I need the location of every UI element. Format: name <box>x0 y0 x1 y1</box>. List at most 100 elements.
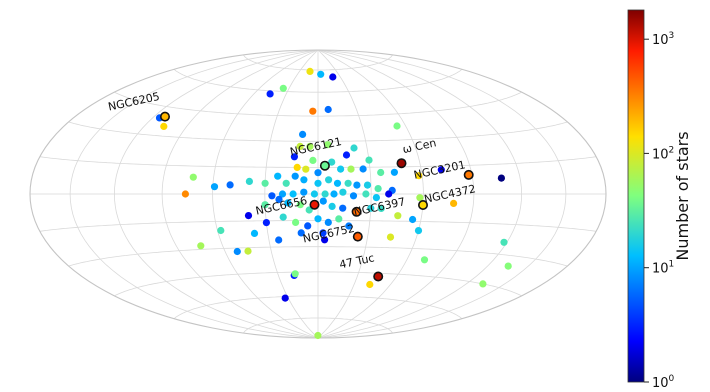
cluster-point <box>302 165 310 173</box>
cluster-point <box>329 73 337 81</box>
colorbar-gradient <box>627 9 645 383</box>
cluster-point <box>289 190 297 198</box>
parallel-line <box>68 121 568 142</box>
named-cluster-marker <box>160 111 171 122</box>
cluster-point <box>414 227 423 235</box>
cluster-point <box>321 190 329 198</box>
cluster-point <box>362 190 370 198</box>
cluster-point <box>344 179 352 187</box>
cluster-point <box>377 168 385 177</box>
cluster-point <box>363 181 372 189</box>
named-cluster-marker <box>352 231 363 242</box>
cluster-point <box>244 212 253 220</box>
colorbar-tick-label: 100 <box>652 374 675 391</box>
cluster-point <box>284 199 292 207</box>
cluster-point <box>309 156 317 164</box>
cluster-point <box>479 280 487 288</box>
cluster-point <box>325 176 333 184</box>
cluster-point <box>324 105 332 114</box>
colorbar-ticks: 100 101 102 103 <box>644 31 675 391</box>
cluster-point <box>274 172 282 180</box>
named-cluster-marker <box>373 271 384 282</box>
cluster-point <box>342 151 351 159</box>
cluster-point <box>339 204 347 212</box>
cluster-point <box>314 331 322 340</box>
cluster-point <box>497 174 505 182</box>
cluster-point <box>324 218 332 226</box>
cluster-point <box>349 192 358 200</box>
cluster-point <box>409 215 417 224</box>
cluster-point <box>250 229 259 237</box>
named-cluster-marker <box>319 160 330 171</box>
cluster-point <box>372 194 380 202</box>
cluster-point <box>306 142 314 150</box>
cluster-point <box>279 213 287 221</box>
cluster-point <box>310 190 318 198</box>
parallel-line <box>114 91 522 117</box>
cluster-point <box>160 122 168 130</box>
cluster-point <box>296 142 304 150</box>
cluster-point <box>268 192 276 200</box>
cluster-point <box>335 215 343 223</box>
cluster-point <box>385 190 393 198</box>
cluster-point <box>275 236 283 244</box>
named-cluster-marker <box>417 200 428 211</box>
cluster-point <box>500 238 508 246</box>
named-cluster-marker <box>463 169 474 180</box>
cluster-point <box>367 204 375 212</box>
cluster-point <box>317 70 325 78</box>
cluster-point <box>181 190 189 198</box>
cluster-point <box>314 215 322 223</box>
cluster-point <box>290 153 298 161</box>
cluster-point <box>291 172 299 180</box>
cluster-point <box>299 130 307 138</box>
cluster-point <box>210 183 219 191</box>
cluster-point <box>233 247 241 256</box>
cluster-point <box>292 218 300 226</box>
cluster-label: 47 Tuc <box>338 251 375 271</box>
cluster-point <box>282 179 290 187</box>
named-clusters <box>160 111 474 282</box>
cluster-point <box>293 163 301 171</box>
cluster-point <box>339 188 347 196</box>
colorbar-label: Number of stars <box>673 131 692 260</box>
cluster-point <box>319 229 327 237</box>
cluster-point <box>300 176 308 184</box>
cluster-point <box>314 179 322 187</box>
colorbar: 100 101 102 103 Number of stars <box>627 9 692 391</box>
cluster-point <box>281 294 289 302</box>
cluster-point <box>304 222 312 230</box>
cluster-point <box>244 247 252 255</box>
sky-grid <box>30 49 606 339</box>
cluster-point <box>261 179 269 187</box>
cluster-point <box>296 201 304 209</box>
cluster-point <box>324 141 332 149</box>
parallel-line <box>173 295 463 320</box>
cluster-point <box>415 172 423 180</box>
cluster-point <box>306 67 314 75</box>
parallel-line <box>114 271 522 297</box>
cluster-label: NGC6121 <box>289 135 343 159</box>
named-cluster-marker <box>396 158 407 169</box>
cluster-points <box>155 67 512 340</box>
cluster-point <box>350 144 358 152</box>
cluster-point <box>394 212 402 220</box>
cluster-point <box>245 177 253 185</box>
cluster-point <box>328 202 336 210</box>
parallel-line <box>68 246 568 267</box>
cluster-point <box>217 226 225 235</box>
colorbar-tick-label: 102 <box>652 145 674 162</box>
named-cluster-marker <box>351 206 362 217</box>
named-cluster-marker <box>309 199 320 210</box>
cluster-point <box>297 229 305 237</box>
cluster-point <box>197 242 205 250</box>
cluster-point <box>416 194 424 202</box>
cluster-point <box>262 219 270 227</box>
cluster-label: ω Cen <box>401 136 437 156</box>
cluster-point <box>386 233 395 241</box>
parallel-line <box>39 156 597 168</box>
colorbar-tick-label: 101 <box>652 260 674 277</box>
cluster-point <box>437 166 445 174</box>
cluster-point <box>420 256 429 264</box>
cluster-point <box>278 190 287 198</box>
